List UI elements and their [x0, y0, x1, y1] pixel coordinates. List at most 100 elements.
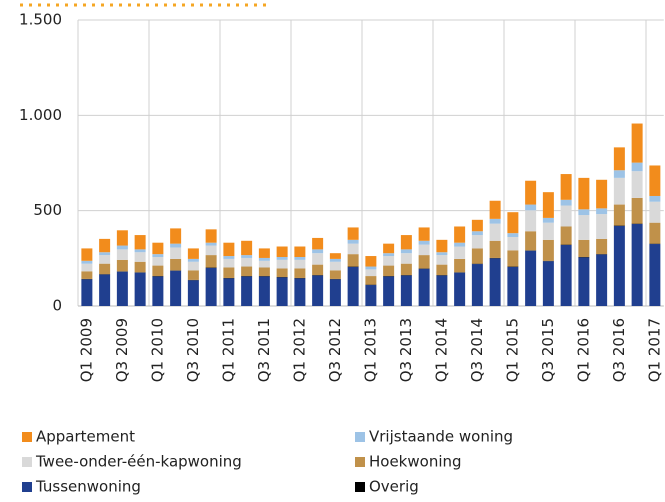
bar-segment: [81, 248, 93, 261]
legend-swatch: [22, 482, 32, 492]
legend-label: Hoekwoning: [369, 453, 462, 471]
bar-segment: [205, 255, 217, 268]
bar-segment: [276, 277, 288, 306]
bar-segment: [507, 266, 519, 306]
bar-segment: [329, 279, 341, 306]
bar-segment: [436, 252, 448, 256]
bar-segment: [383, 265, 395, 277]
bar-segment: [294, 256, 306, 260]
bar-segment: [454, 246, 466, 259]
bar-segment: [454, 242, 466, 247]
bar-segment: [418, 268, 430, 306]
x-tick-label: Q1 2010: [148, 318, 166, 382]
x-tick-label: Q1 2017: [645, 318, 663, 382]
bar-segment: [116, 245, 128, 250]
bar-segment: [312, 237, 324, 250]
bar-segment: [116, 271, 128, 306]
x-tick-label: Q3 2014: [468, 318, 486, 382]
bar-segment: [329, 261, 341, 271]
bar-segment: [187, 280, 199, 306]
bar-segment: [329, 253, 341, 259]
bar-segment: [205, 242, 217, 246]
bar-segment: [205, 229, 217, 243]
bar-segment: [613, 204, 625, 226]
bar-segment: [454, 258, 466, 273]
bar-segment: [312, 264, 324, 276]
bar-segment: [152, 254, 164, 257]
legend-label: Tussenwoning: [35, 478, 141, 496]
bar-segment: [276, 256, 288, 260]
bar-segment: [241, 276, 253, 306]
bar-segment: [400, 249, 412, 254]
bar-segment: [489, 223, 501, 241]
bar-segment: [223, 267, 235, 278]
x-tick-label: Q1 2015: [503, 318, 521, 382]
bar-segment: [578, 257, 590, 306]
bar-segment: [81, 271, 93, 279]
bar-segment: [578, 239, 590, 257]
bar-segment: [170, 270, 182, 306]
bar-segment: [258, 248, 270, 258]
bar-segment: [525, 250, 537, 306]
bar-segment: [560, 174, 572, 200]
bar-segment: [187, 261, 199, 271]
bar-segment: [329, 270, 341, 279]
x-tick-label: Q3 2010: [184, 318, 202, 382]
bar-segment: [613, 225, 625, 306]
bar-segment: [560, 205, 572, 227]
x-tick-label: Q3 2016: [610, 318, 628, 382]
bar-segment: [312, 249, 324, 254]
bar-segment: [489, 200, 501, 219]
bar-segment: [649, 222, 661, 244]
x-tick-label: Q1 2009: [77, 318, 95, 382]
bar-segment: [631, 171, 643, 198]
bar-segment: [365, 256, 377, 267]
x-tick-label: Q1 2014: [432, 318, 450, 382]
x-tick-label: Q1 2013: [361, 318, 379, 382]
bar-segment: [81, 263, 93, 272]
bar-segment: [436, 275, 448, 306]
bar-segment: [347, 227, 359, 240]
bar-segment: [471, 264, 483, 306]
bar-segment: [241, 257, 253, 267]
bar-segment: [454, 272, 466, 306]
bar-segment: [560, 244, 572, 306]
legend-label: Vrijstaande woning: [369, 428, 513, 446]
bar-segment: [81, 279, 93, 306]
bar-segment: [471, 248, 483, 264]
bar-segment: [542, 239, 554, 261]
bar-segment: [596, 179, 608, 209]
bar-segment: [471, 235, 483, 249]
bar-segment: [276, 259, 288, 269]
bar-segment: [152, 265, 164, 277]
bar-segment: [223, 256, 235, 259]
bar-segment: [507, 236, 519, 251]
x-tick-label: Q3 2011: [255, 318, 273, 382]
bar-segment: [507, 212, 519, 234]
x-tick-label: Q1 2012: [290, 318, 308, 382]
bar-segment: [525, 180, 537, 205]
bar-segment: [347, 266, 359, 306]
y-tick-label: 500: [33, 201, 62, 219]
x-tick-label: Q1 2016: [574, 318, 592, 382]
legend-label: Overig: [369, 478, 419, 496]
legend-swatch: [22, 432, 32, 442]
bar-segment: [649, 244, 661, 306]
y-tick-label: 1.500: [19, 11, 62, 29]
bar-segment: [578, 215, 590, 240]
bar-segment: [81, 260, 93, 264]
bar-segment: [596, 208, 608, 215]
bar-segment: [542, 217, 554, 223]
bar-segment: [649, 195, 661, 202]
bar-segment: [294, 259, 306, 269]
bar-segment: [578, 177, 590, 210]
bar-segment: [134, 252, 146, 262]
bar-segment: [134, 272, 146, 306]
bar-segment: [170, 243, 182, 248]
bar-segment: [258, 260, 270, 268]
x-tick-label: Q3 2015: [539, 318, 557, 382]
bar-segment: [489, 218, 501, 224]
bar-segment: [631, 123, 643, 163]
bar-segment: [400, 253, 412, 264]
